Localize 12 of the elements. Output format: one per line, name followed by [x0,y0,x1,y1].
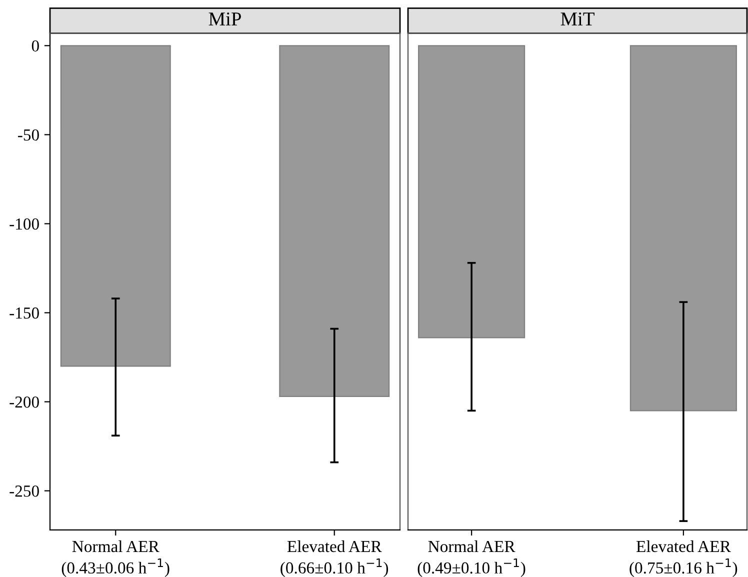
y-tick-label: -100 [10,218,39,230]
y-tick-label: -200 [10,396,39,408]
y-tick-label: 0 [32,40,39,52]
chart-title: MiP [208,12,241,26]
x-tick-label: Elevated AER (0.66±0.10 h$^{−1}$) [280,540,388,577]
chart-title: MiT [560,12,594,26]
x-tick-label: Normal AER (0.43±0.06 h$^{−1}$) [62,540,170,577]
y-tick-label: -50 [18,129,39,141]
x-tick-label: Normal AER (0.49±0.10 h$^{−1}$) [418,540,526,577]
y-tick-label: -150 [10,307,39,319]
x-tick-label: Elevated AER (0.75±0.16 h$^{−1}$) [630,540,738,577]
y-tick-label: -250 [10,486,39,497]
